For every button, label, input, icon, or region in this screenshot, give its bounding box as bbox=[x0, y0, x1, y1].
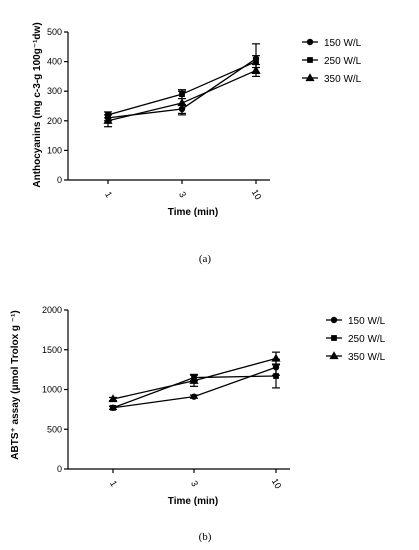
y-tick-label: 2000 bbox=[42, 305, 62, 315]
data-point bbox=[189, 375, 199, 384]
y-tick-label: 100 bbox=[47, 145, 62, 155]
y-tick-label: 400 bbox=[47, 57, 62, 67]
data-point bbox=[108, 394, 118, 403]
legend-entry: 150 W/L bbox=[302, 38, 362, 49]
legend-marker bbox=[331, 335, 337, 341]
legend-entry: 350 W/L bbox=[326, 351, 386, 363]
legend-label: 350 W/L bbox=[324, 74, 362, 85]
y-tick-label: 200 bbox=[47, 116, 62, 126]
legend-marker bbox=[307, 57, 313, 63]
series-line bbox=[112, 366, 277, 409]
legend-label: 250 W/L bbox=[324, 56, 362, 67]
y-tick-label: 1000 bbox=[42, 385, 62, 395]
data-point bbox=[273, 373, 279, 379]
legend-entry: 150 W/L bbox=[326, 316, 386, 327]
x-tick-label: 10 bbox=[270, 477, 284, 491]
y-tick-label: 0 bbox=[57, 175, 62, 185]
legend-marker bbox=[306, 38, 314, 46]
series-triangle bbox=[108, 351, 281, 403]
data-point bbox=[253, 58, 259, 65]
data-point bbox=[110, 404, 116, 411]
legend-label: 250 W/L bbox=[348, 334, 386, 345]
chart-abts: Time (min) ABTS⁺ assay (μmol Trolox g ⁻¹… bbox=[10, 305, 386, 543]
y-tick-label: 500 bbox=[47, 424, 62, 434]
data-point bbox=[251, 65, 261, 74]
legend-marker bbox=[305, 73, 315, 82]
y-axis-title: ABTS⁺ assay (μmol Trolox g ⁻¹) bbox=[10, 310, 21, 459]
data-point bbox=[177, 98, 187, 107]
panel-label: (a) bbox=[199, 253, 212, 265]
legend-label: 150 W/L bbox=[348, 316, 386, 327]
data-point bbox=[103, 116, 113, 124]
x-tick-label: 1 bbox=[103, 190, 114, 199]
x-tick-label: 3 bbox=[189, 479, 200, 488]
chart-anthocyanins: Time (min) Anthocyanins (mg c-3-g 100g⁻¹… bbox=[32, 22, 362, 265]
legend-entry: 250 W/L bbox=[302, 56, 362, 67]
x-axis-title: Time (min) bbox=[168, 496, 218, 507]
legend-marker bbox=[330, 316, 338, 324]
series-square bbox=[109, 363, 280, 411]
x-tick-label: 1 bbox=[108, 479, 119, 488]
legend-label: 150 W/L bbox=[324, 38, 362, 49]
y-tick-label: 300 bbox=[47, 86, 62, 96]
data-point bbox=[271, 353, 281, 362]
x-tick-label: 10 bbox=[250, 188, 264, 202]
series-triangle bbox=[103, 63, 261, 128]
legend-entry: 350 W/L bbox=[302, 73, 362, 85]
legend-label: 350 W/L bbox=[348, 352, 386, 363]
y-axis-title: Anthocyanins (mg c-3-g 100g⁻¹dw) bbox=[32, 22, 43, 187]
legend-entry: 250 W/L bbox=[326, 334, 386, 345]
x-tick-label: 3 bbox=[177, 190, 188, 199]
y-tick-label: 1500 bbox=[42, 345, 62, 355]
y-tick-label: 0 bbox=[57, 464, 62, 474]
panel-label: (b) bbox=[199, 531, 212, 543]
x-axis-title: Time (min) bbox=[168, 207, 218, 218]
legend-marker bbox=[329, 351, 339, 360]
data-point bbox=[190, 393, 198, 400]
y-tick-label: 500 bbox=[47, 27, 62, 37]
